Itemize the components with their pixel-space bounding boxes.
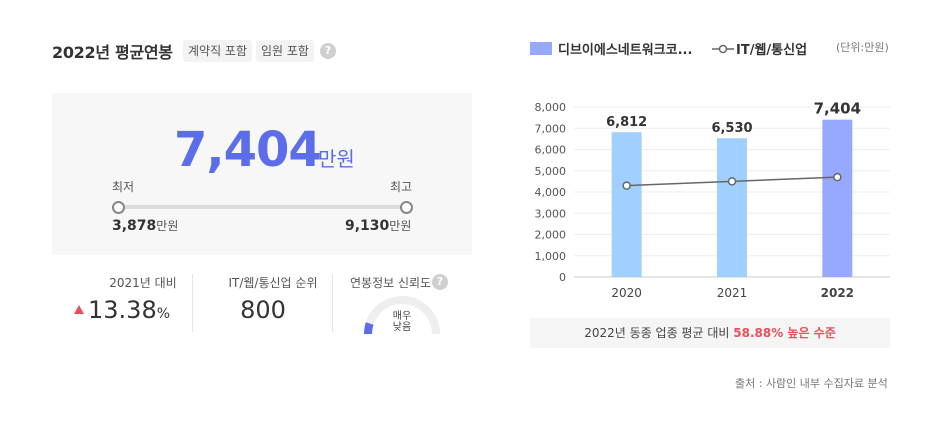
line-point bbox=[727, 177, 737, 186]
y-tick-label: 8,000 bbox=[535, 101, 567, 114]
min-salary-label: 최저 bbox=[112, 180, 135, 194]
increase-arrow-icon bbox=[74, 304, 84, 314]
stats-divider bbox=[192, 274, 193, 332]
bar bbox=[611, 132, 642, 277]
salary-range-track bbox=[118, 205, 406, 209]
industry-series-label: IT/웹/통신업 bbox=[736, 43, 808, 58]
industry-series-swatch bbox=[712, 44, 734, 54]
salary-chart: 0 1,000 2,000 3,000 4,000 5,000 6,000 7,000 8,00… bbox=[535, 100, 890, 300]
bar bbox=[717, 138, 747, 277]
gauge-fill bbox=[364, 322, 374, 335]
bar-value-label: 7,404 bbox=[814, 100, 861, 118]
max-salary-label: 최고 bbox=[390, 180, 413, 194]
y-tick-label: 3,000 bbox=[535, 207, 567, 220]
notice-prefix: 2022년 동종 업종 평균 대비 bbox=[584, 326, 730, 340]
help-icon[interactable]: ? bbox=[320, 43, 336, 59]
company-series-swatch bbox=[530, 42, 552, 55]
salary-summary-box bbox=[52, 93, 472, 255]
line-point bbox=[622, 181, 631, 190]
min-salary-unit: 만원 bbox=[156, 219, 179, 233]
y-tick-label: 6,000 bbox=[535, 144, 567, 157]
y-tick-label: 0 bbox=[559, 271, 566, 284]
x-tick-label: 2021 bbox=[717, 286, 748, 300]
average-salary-value: 7,404 bbox=[174, 122, 322, 178]
bar bbox=[822, 119, 853, 277]
yoy-change-label: 2021년 대비 bbox=[109, 276, 177, 290]
max-salary-value: 9,130만원 bbox=[345, 217, 411, 234]
y-tick-label: 5,000 bbox=[535, 165, 567, 178]
stats-divider bbox=[332, 274, 333, 332]
notice-highlight: 58.88% 높은 수준 bbox=[733, 326, 836, 340]
yoy-change-number: 13.38 bbox=[88, 296, 157, 324]
max-salary-number: 9,130 bbox=[345, 218, 390, 234]
yoy-change-value: 13.38% bbox=[74, 296, 170, 324]
company-series-label: 디브이에스네트워크코... bbox=[558, 43, 693, 58]
industry-rank-label: IT/웹/통신업 순위 bbox=[228, 276, 318, 290]
gauge-track bbox=[364, 296, 440, 335]
help-icon[interactable]: ? bbox=[432, 274, 448, 290]
line-point bbox=[833, 172, 842, 182]
y-tick-label: 7,000 bbox=[535, 122, 567, 135]
executive-included-chip: 임원 포함 bbox=[256, 40, 314, 62]
contract-included-chip: 계약직 포함 bbox=[183, 40, 253, 62]
max-salary-unit: 만원 bbox=[389, 219, 412, 233]
y-tick-label: 1,000 bbox=[535, 250, 567, 263]
unit-label: (단위:만원) bbox=[836, 41, 889, 54]
x-tick-label: 2020 bbox=[611, 286, 642, 300]
min-range-marker bbox=[112, 201, 125, 214]
industry-rank-value: 800 bbox=[240, 296, 286, 324]
reliability-level-line2: 낮음 bbox=[392, 322, 412, 333]
page-title: 2022년 평균연봉 bbox=[52, 43, 173, 62]
y-tick-label: 4,000 bbox=[535, 186, 567, 199]
source-note: 출처 : 사람인 내부 수집자료 분석 bbox=[735, 377, 888, 390]
reliability-gauge bbox=[364, 296, 440, 335]
yoy-change-percent-sign: % bbox=[156, 306, 171, 322]
bar-value-label: 6,530 bbox=[711, 121, 752, 136]
x-tick-label: 2022 bbox=[821, 286, 854, 300]
average-salary-unit: 만원 bbox=[318, 147, 355, 171]
max-range-marker bbox=[400, 201, 413, 214]
min-salary-value: 3,878만원 bbox=[112, 217, 178, 234]
reliability-level-line1: 매우 bbox=[392, 311, 412, 322]
min-salary-number: 3,878 bbox=[112, 218, 157, 234]
reliability-level-text: 매우 낮음 bbox=[387, 311, 417, 333]
bar-value-label: 6,812 bbox=[606, 115, 647, 130]
y-tick-label: 2,000 bbox=[535, 229, 567, 242]
industry-comparison-notice: 2022년 동종 업종 평균 대비 58.88% 높은 수준 bbox=[530, 318, 890, 348]
reliability-label: 연봉정보 신뢰도 bbox=[350, 276, 432, 290]
